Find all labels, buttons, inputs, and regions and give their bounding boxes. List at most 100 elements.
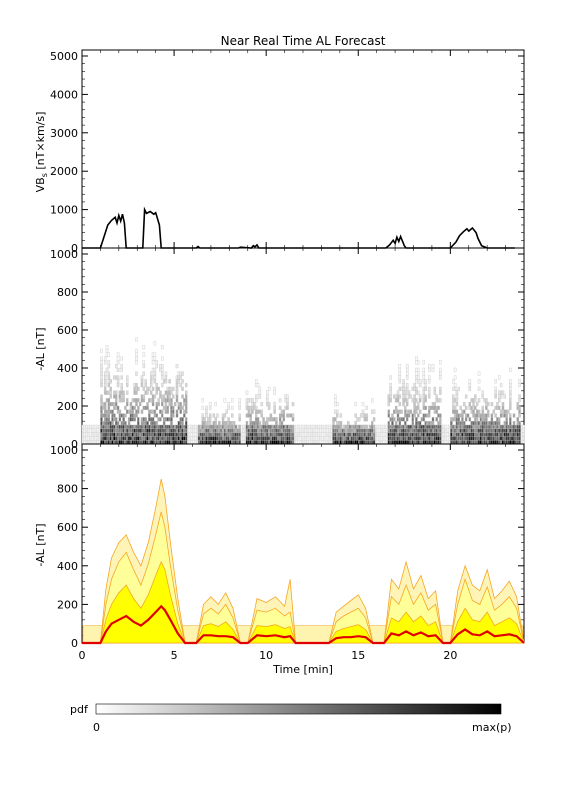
pdf-cell <box>126 383 129 388</box>
pdf-cell <box>439 424 442 429</box>
pdf-cell <box>435 409 438 414</box>
pdf-cell <box>291 440 295 445</box>
pdf-cell <box>509 386 512 391</box>
pdf-cell <box>148 386 151 391</box>
pdf-cell <box>365 413 368 418</box>
pdf-cell <box>450 421 453 426</box>
pdf-cell <box>372 428 376 433</box>
pdf-cell <box>405 386 409 391</box>
pdf-cell <box>286 394 289 399</box>
vbs-plot-area: 0 1000 2000 3000 4000 5000 <box>50 49 525 255</box>
pdf-cell <box>417 402 420 407</box>
pdf-cell <box>118 409 122 414</box>
pdf-cell <box>501 405 505 410</box>
pdf-y-tick-label: 200 <box>57 400 78 413</box>
pdf-cell <box>238 413 241 418</box>
pdf-cell <box>457 386 460 391</box>
pdf-cell <box>398 364 402 369</box>
pdf-cell <box>273 390 276 395</box>
pdf-cell <box>413 383 416 388</box>
pdf-cell <box>107 417 111 422</box>
pdf-cell <box>409 409 413 414</box>
pdf-cell <box>365 417 368 422</box>
pdf-cell <box>405 398 409 403</box>
pdf-cell <box>231 413 234 418</box>
pdf-cell <box>439 421 442 426</box>
colorbar: pdf 0 max(p) <box>70 703 512 734</box>
pdf-cell <box>149 383 153 388</box>
pdf-cell <box>398 375 402 380</box>
pdf-cell <box>172 409 175 414</box>
pdf-cell <box>275 417 278 422</box>
pdf-cell <box>153 379 157 384</box>
pdf-y-tick-label: 600 <box>57 324 78 337</box>
pdf-cell <box>260 413 263 418</box>
pdf-cell <box>455 409 459 414</box>
pdf-cell <box>415 386 418 391</box>
pdf-cell <box>100 379 103 384</box>
pdf-cell <box>227 402 230 407</box>
pdf-cell <box>137 398 140 403</box>
pdf-y-axis-label: -AL [nT] <box>34 327 47 370</box>
pdf-cell <box>518 409 521 414</box>
pdf-cell <box>422 402 426 407</box>
pdf-cell <box>455 390 459 395</box>
pdf-cell <box>433 402 437 407</box>
pdf-cell <box>494 386 497 391</box>
pdf-cell <box>474 394 477 399</box>
pdf-cell <box>126 390 129 395</box>
pdf-cell <box>100 371 103 376</box>
pdf-cell <box>153 341 157 346</box>
pdf-cell <box>509 390 512 395</box>
pdf-cell <box>335 409 339 414</box>
pdf-cell <box>184 383 188 388</box>
pdf-cell <box>435 394 438 399</box>
pdf-cell <box>175 398 179 403</box>
pdf-cell <box>499 383 503 388</box>
pdf-cell <box>238 432 241 437</box>
pdf-cell <box>398 371 402 376</box>
pdf-cell <box>126 402 129 407</box>
pdf-cell <box>137 421 140 426</box>
pdf-cell <box>135 402 138 407</box>
pdf-cell <box>238 417 241 422</box>
pdf-cell <box>124 413 127 418</box>
pdf-cell <box>172 405 175 410</box>
pdf-cell <box>415 398 418 403</box>
pdf-cell <box>256 417 260 422</box>
pdf-cell <box>509 405 512 410</box>
pdf-cell <box>184 440 188 445</box>
pdf-cell <box>161 367 164 372</box>
pdf-cell <box>282 413 286 418</box>
pdf-cell <box>184 417 188 422</box>
pdf-cell <box>485 417 488 422</box>
pdf-cell <box>103 360 107 365</box>
pdf-cell <box>155 421 158 426</box>
pdf-cell <box>334 398 337 403</box>
pdf-cell <box>181 405 184 410</box>
pdf-cell <box>214 421 217 426</box>
pdf-cell <box>122 394 125 399</box>
pdf-cell <box>109 386 112 391</box>
vbs-y-tick-label: 1000 <box>50 204 78 217</box>
pdf-cell <box>184 409 188 414</box>
pdf-cell <box>103 383 107 388</box>
pdf-cell <box>334 417 337 422</box>
pdf-cell <box>439 428 442 433</box>
vbs-frame <box>81 49 525 249</box>
pdf-cell <box>372 409 376 414</box>
pdf-cell <box>183 413 186 418</box>
pdf-cell <box>518 428 521 433</box>
pdf-cell <box>122 417 125 422</box>
pdf-cell <box>487 409 490 414</box>
pdf-cell <box>155 364 158 369</box>
pdf-cell <box>418 398 422 403</box>
forecast-line <box>82 604 525 645</box>
pdf-cell <box>468 402 472 407</box>
pdf-cell <box>107 398 111 403</box>
pdf-plot-area: 0 200 400 600 800 1000 <box>50 247 525 451</box>
pdf-cell <box>428 375 431 380</box>
pdf-cell <box>354 421 357 426</box>
pdf-cell <box>496 402 499 407</box>
pdf-cell <box>286 405 289 410</box>
